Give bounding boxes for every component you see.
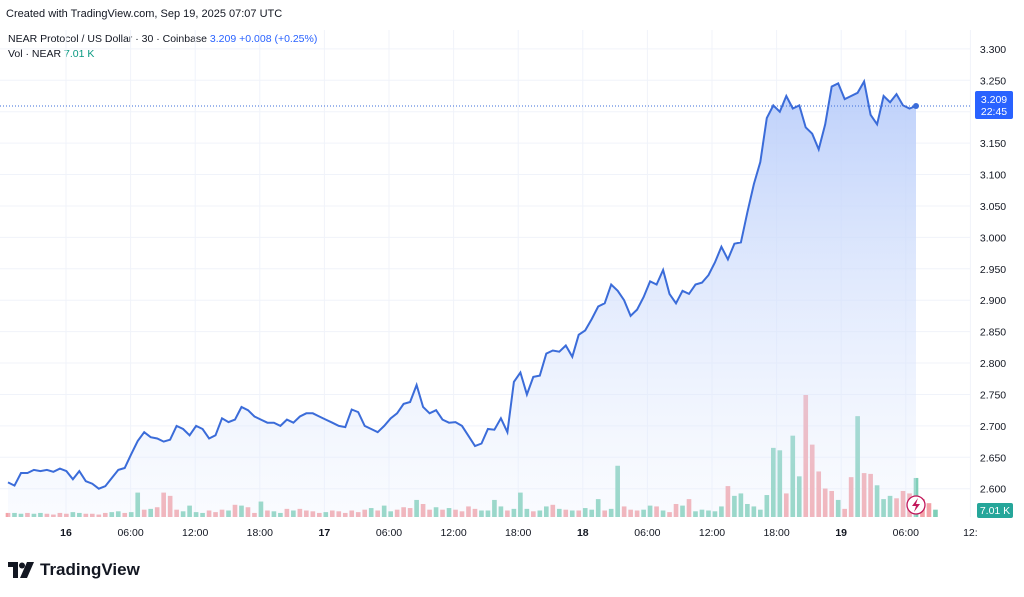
y-tick-label: 2.700 <box>980 421 1006 433</box>
x-tick-label: 18:00 <box>505 527 531 539</box>
x-tick-label: 19 <box>835 527 847 539</box>
y-tick-label: 3.000 <box>980 232 1006 244</box>
price-tag-value: 3.209 <box>981 94 1007 106</box>
lightning-icon[interactable] <box>906 495 926 515</box>
x-tick-label: 06:00 <box>893 527 919 539</box>
x-tick-label: 12:00 <box>182 527 208 539</box>
y-tick-label: 2.600 <box>980 484 1006 496</box>
brand-name: TradingView <box>40 560 140 579</box>
y-tick-label: 2.900 <box>980 295 1006 307</box>
x-tick-label: 12:00 <box>699 527 725 539</box>
y-tick-label: 3.100 <box>980 170 1006 182</box>
volume-tag: 7.01 K <box>977 503 1013 518</box>
y-tick-label: 2.800 <box>980 358 1006 370</box>
y-tick-label: 3.150 <box>980 138 1006 150</box>
price-tag: 3.209 22:45 <box>975 91 1013 119</box>
chart-legend: NEAR Protocol / US Dollar · 30 · Coinbas… <box>8 32 317 62</box>
y-tick-label: 3.300 <box>980 44 1006 56</box>
x-tick-label: 06:00 <box>634 527 660 539</box>
x-tick-label: 12: <box>963 527 978 539</box>
x-tick-label: 06:00 <box>117 527 143 539</box>
x-tick-label: 06:00 <box>376 527 402 539</box>
price-area-fill <box>8 81 916 517</box>
x-tick-label: 18:00 <box>763 527 789 539</box>
symbol-description: NEAR Protocol / US Dollar · 30 · Coinbas… <box>8 33 207 45</box>
volume-label: Vol · NEAR <box>8 48 62 60</box>
volume-legend-row[interactable]: Vol · NEAR 7.01 K <box>8 47 317 62</box>
volume-tag-value: 7.01 K <box>980 505 1010 517</box>
y-tick-label: 2.950 <box>980 264 1006 276</box>
x-tick-label: 18 <box>577 527 589 539</box>
x-tick-label: 12:00 <box>440 527 466 539</box>
x-tick-label: 16 <box>60 527 72 539</box>
x-tick-label: 17 <box>319 527 331 539</box>
tradingview-brand[interactable]: TradingView <box>8 560 140 580</box>
y-tick-label: 2.650 <box>980 452 1006 464</box>
created-with-text: Created with TradingView.com, Sep 19, 20… <box>6 8 283 20</box>
volume-value: 7.01 K <box>64 48 95 60</box>
last-price-point <box>913 103 919 110</box>
volume-bar <box>926 503 932 517</box>
tradingview-logo-icon <box>8 562 34 578</box>
volume-bar <box>933 509 938 517</box>
x-tick-label: 18:00 <box>247 527 273 539</box>
price-change: +0.008 (+0.25%) <box>239 33 318 45</box>
y-tick-label: 3.050 <box>980 201 1006 213</box>
symbol-legend-row[interactable]: NEAR Protocol / US Dollar · 30 · Coinbas… <box>8 32 317 47</box>
y-tick-label: 2.750 <box>980 389 1006 401</box>
price-line <box>7 78 917 490</box>
y-tick-label: 3.250 <box>980 75 1006 87</box>
price-tag-countdown: 22:45 <box>981 106 1007 118</box>
last-price: 3.209 <box>209 33 237 45</box>
y-tick-label: 2.850 <box>980 327 1006 339</box>
